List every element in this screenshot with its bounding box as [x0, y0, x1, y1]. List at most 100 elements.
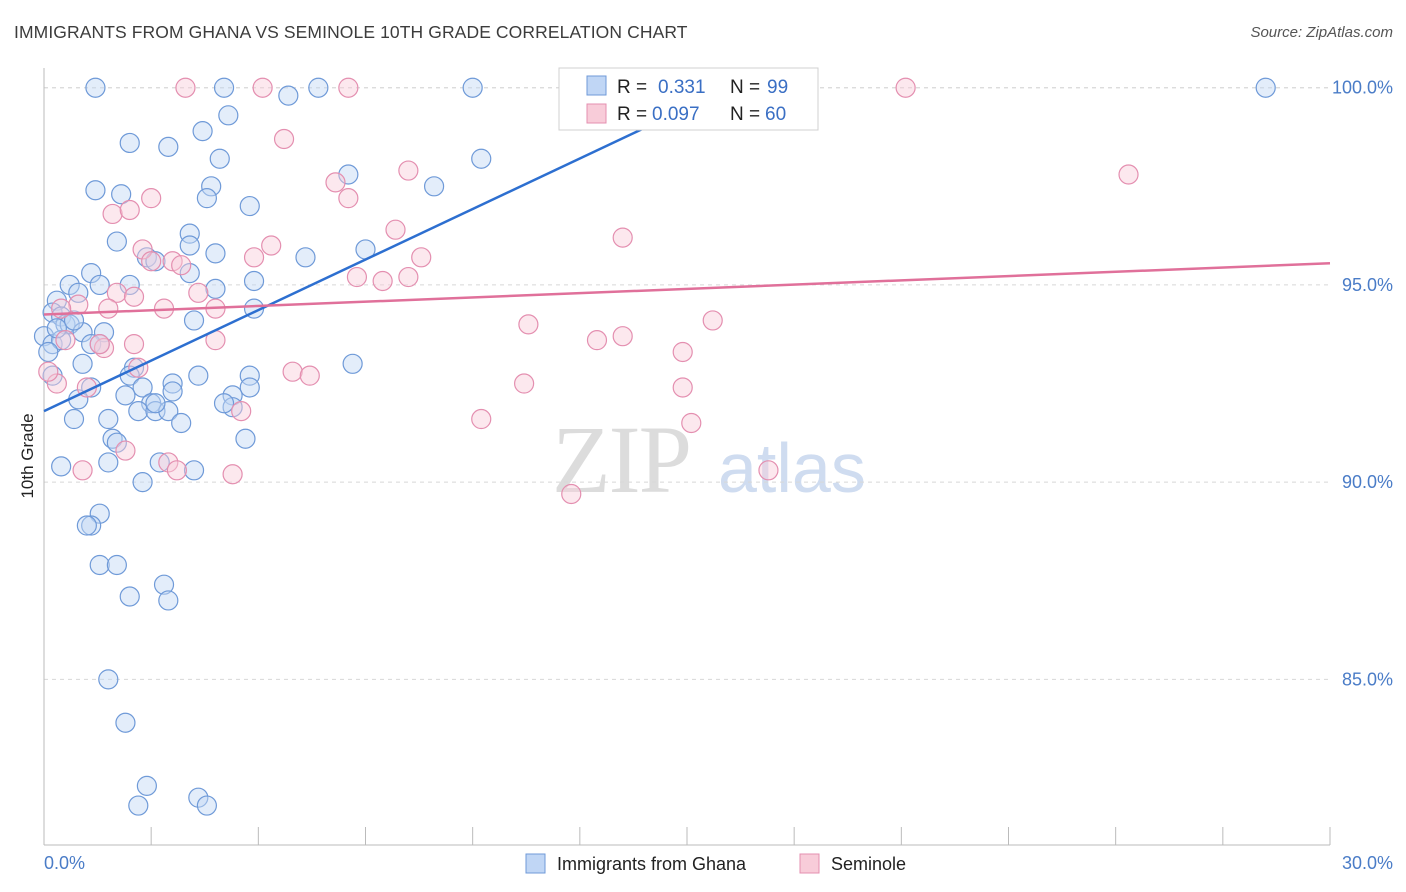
- ghana-point: [98, 452, 119, 473]
- ghana-point: [179, 262, 200, 284]
- ghana-point: [278, 85, 299, 106]
- seminole-point: [672, 341, 693, 363]
- ghana-point: [205, 243, 226, 264]
- seminole-point: [231, 401, 252, 422]
- ghana-point: [158, 136, 179, 157]
- seminole-trend-line: [43, 261, 1331, 316]
- ghana-point: [132, 472, 153, 493]
- ghana-point: [106, 231, 127, 252]
- seminole-point: [38, 361, 59, 382]
- seminole-point: [119, 199, 140, 221]
- seminole-point: [46, 373, 67, 394]
- ghana-point: [81, 333, 102, 355]
- ghana-point: [222, 385, 243, 406]
- ghana-point: [128, 401, 149, 422]
- ghana-point: [462, 77, 483, 98]
- seminole-point: [123, 333, 145, 355]
- seminole-point: [68, 294, 89, 315]
- seminole-point: [188, 282, 209, 303]
- series-legend: Immigrants from Ghana Seminole: [525, 853, 906, 874]
- ghana-point: [196, 795, 217, 816]
- seminole-point: [252, 77, 273, 98]
- ghana-point: [115, 712, 136, 733]
- x-ticks: [43, 827, 1331, 845]
- ghana-point: [235, 428, 256, 449]
- ghana-point: [89, 503, 110, 524]
- seminole-point: [102, 203, 123, 225]
- ghana-point: [213, 393, 235, 414]
- seminole-point: [612, 227, 633, 248]
- bottom-legend-label-seminole: Seminole: [831, 854, 906, 874]
- y-tick-label: 85.0%: [1342, 669, 1393, 689]
- ghana-point: [162, 373, 183, 394]
- ghana-point: [149, 452, 170, 473]
- seminole-point: [385, 219, 406, 240]
- seminole-point: [338, 188, 359, 209]
- ghana-point: [51, 456, 72, 477]
- seminole-point: [411, 247, 432, 268]
- ghana-point: [119, 274, 140, 296]
- ghana-point: [46, 318, 67, 339]
- ghana-point: [158, 401, 179, 422]
- ghana-point: [85, 180, 106, 201]
- ghana-point: [72, 322, 93, 343]
- ghana-point: [179, 235, 200, 256]
- ghana-point: [239, 365, 260, 386]
- ghana-point: [183, 460, 205, 481]
- ghana-point: [38, 341, 59, 363]
- ghana-point: [111, 184, 132, 205]
- ghana-point: [188, 365, 209, 386]
- seminole-point: [681, 412, 702, 434]
- legend-n-value-seminole: 60: [765, 104, 786, 125]
- y-tick-labels: 85.0% 90.0% 95.0% 100.0%: [1332, 78, 1393, 690]
- bottom-legend-label-ghana: Immigrants from Ghana: [557, 854, 747, 874]
- ghana-point: [68, 282, 89, 303]
- ghana-point: [145, 393, 166, 414]
- ghana-point: [106, 554, 127, 576]
- ghana-point: [162, 381, 183, 402]
- legend-n-value-ghana: 99: [767, 77, 788, 98]
- ghana-point: [218, 105, 239, 126]
- ghana-point: [205, 278, 226, 299]
- ghana-point: [85, 77, 106, 98]
- ghana-point: [63, 408, 85, 430]
- seminole-point: [273, 128, 295, 150]
- legend-swatch-ghana: [586, 75, 607, 96]
- ghana-point: [98, 408, 119, 430]
- seminole-point: [758, 460, 779, 481]
- seminole-point: [141, 188, 162, 209]
- bottom-legend-swatch-ghana: [525, 853, 546, 874]
- seminole-point: [346, 266, 368, 288]
- seminole-point: [299, 365, 320, 386]
- seminole-point: [398, 160, 419, 181]
- legend-swatch-seminole: [586, 103, 607, 124]
- ghana-point: [89, 554, 110, 576]
- ghana-point: [239, 195, 260, 217]
- ghana-point: [89, 274, 110, 296]
- watermark-atlas: atlas: [718, 429, 866, 507]
- ghana-point: [81, 262, 102, 284]
- seminole-point: [115, 440, 136, 461]
- ghana-point: [153, 574, 175, 595]
- seminole-point: [514, 373, 535, 394]
- seminole-point: [325, 172, 346, 193]
- y-tick-label: 100.0%: [1332, 78, 1393, 98]
- ghana-point: [93, 322, 115, 343]
- ghana-point: [239, 377, 260, 398]
- seminole-point: [518, 314, 539, 335]
- seminole-point: [98, 298, 119, 319]
- seminole-point: [222, 464, 243, 485]
- ghana-point: [171, 412, 192, 434]
- seminole-point: [166, 460, 187, 481]
- ghana-point: [119, 586, 140, 607]
- ghana-point: [51, 330, 72, 351]
- seminole-point: [1118, 164, 1139, 185]
- ghana-point: [471, 148, 492, 169]
- ghana-point: [243, 270, 265, 292]
- seminole-point: [89, 333, 110, 355]
- seminole-point: [338, 77, 359, 98]
- ghana-point: [136, 775, 157, 796]
- bottom-legend-swatch-seminole: [799, 853, 820, 874]
- ghana-point: [1255, 77, 1276, 98]
